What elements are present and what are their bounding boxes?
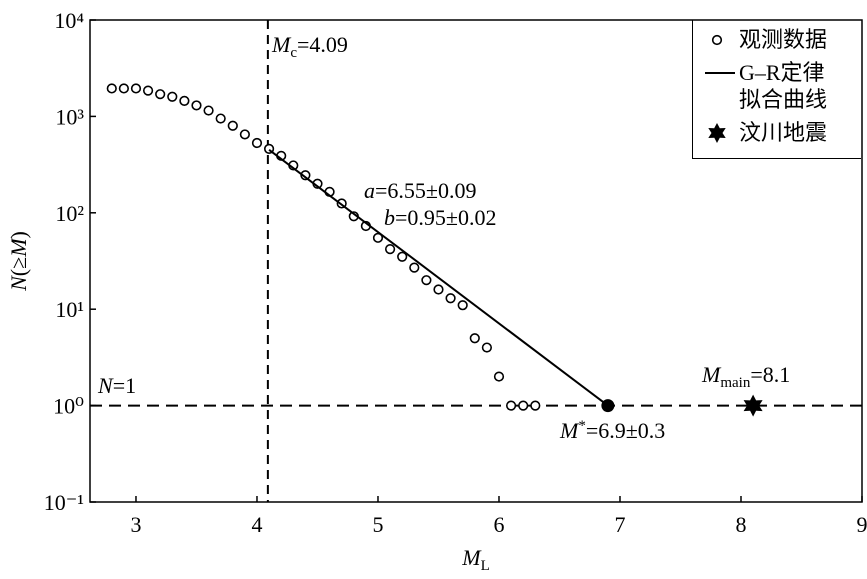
text-part: =6.55±0.09 [375,178,476,203]
legend-item: G–R定律拟合曲线 [693,59,861,113]
legend-symbol [711,34,723,46]
text-part: M [271,32,292,57]
annotation: M*=6.9±0.3 [559,418,665,443]
text-part: =4.09 [297,32,348,57]
data-point [300,170,311,181]
legend-label: G–R定律拟合曲线 [739,60,828,112]
text-part: N [6,275,31,292]
text-part: =6.9±0.3 [586,418,665,443]
legend-item: 观测数据 [693,26,861,53]
x-tick-label: 6 [493,512,504,537]
data-point [215,113,226,124]
data-point [493,371,505,382]
data-point [179,95,190,106]
data-point [191,100,202,111]
data-point [203,105,214,116]
data-point [421,275,432,286]
fit-line [268,149,609,407]
data-point [167,91,178,102]
x-tick-label: 8 [735,512,746,537]
legend-label: 观测数据 [739,27,828,52]
legend-item: 汶川地震 [693,119,861,146]
annotation: N=1 [97,373,136,398]
y-tick-label: 10¹ [55,297,84,322]
data-point [384,244,396,255]
annotation: Mmain=8.1 [701,362,790,391]
text-part: N [97,373,114,398]
data-point [397,251,408,262]
data-point [409,262,420,273]
text-part: M [701,362,722,387]
annotation: b=0.95±0.02 [384,205,496,230]
legend-circle [711,34,723,46]
data-point [106,83,117,94]
legend-symbol [708,123,726,143]
x-tick-label: 5 [372,512,383,537]
x-tick-label: 7 [614,512,625,537]
text-part: =1 [113,373,136,398]
legend-symbol [705,72,735,74]
text-part: ) [6,231,31,238]
data-point [130,83,142,94]
data-point [372,232,384,243]
text-part: * [578,418,586,434]
star-marker [743,394,763,417]
data-point [227,120,238,131]
data-point [445,293,456,304]
plot-frame [89,19,863,503]
annotation: Mc=4.09 [271,32,348,61]
text-part: c [290,45,297,61]
y-axis-label: N(≥M) [6,231,31,292]
text-part: M [6,237,31,258]
highlight-point [601,399,615,413]
text-part: =0.95±0.02 [395,205,496,230]
data-point [505,400,517,411]
text-part: a [364,178,375,203]
data-point [469,333,480,344]
data-point [481,342,492,353]
data-point [457,300,468,311]
y-tick-label: 10³ [55,104,84,129]
data-point [239,129,250,140]
y-tick-label: 10² [55,201,84,226]
text-part: main [720,375,750,391]
data-point [118,83,129,94]
legend: 观测数据 G–R定律拟合曲线汶川地震 [692,20,861,159]
data-point [155,89,166,100]
y-tick-label: 10⁻¹ [44,490,84,515]
x-tick-label: 3 [130,512,141,537]
data-point [142,85,154,96]
annotation: a=6.55±0.09 [364,178,476,203]
x-axis-label: ML [461,545,490,574]
text-part: (≥ [6,257,31,276]
text-part: L [481,558,490,574]
x-tick-label: 4 [251,512,262,537]
text-part: =8.1 [750,362,790,387]
legend-star [708,123,726,143]
y-tick-label: 10⁰ [53,394,84,419]
text-part: M [559,418,580,443]
data-point [251,137,263,149]
legend-label: 汶川地震 [739,120,828,145]
data-point [518,400,529,411]
text-part: M [461,545,482,570]
text-part: b [384,205,395,230]
data-point [433,284,444,295]
x-tick-label: 9 [857,512,867,537]
data-point [530,400,541,411]
y-tick-label: 10⁴ [54,8,84,33]
